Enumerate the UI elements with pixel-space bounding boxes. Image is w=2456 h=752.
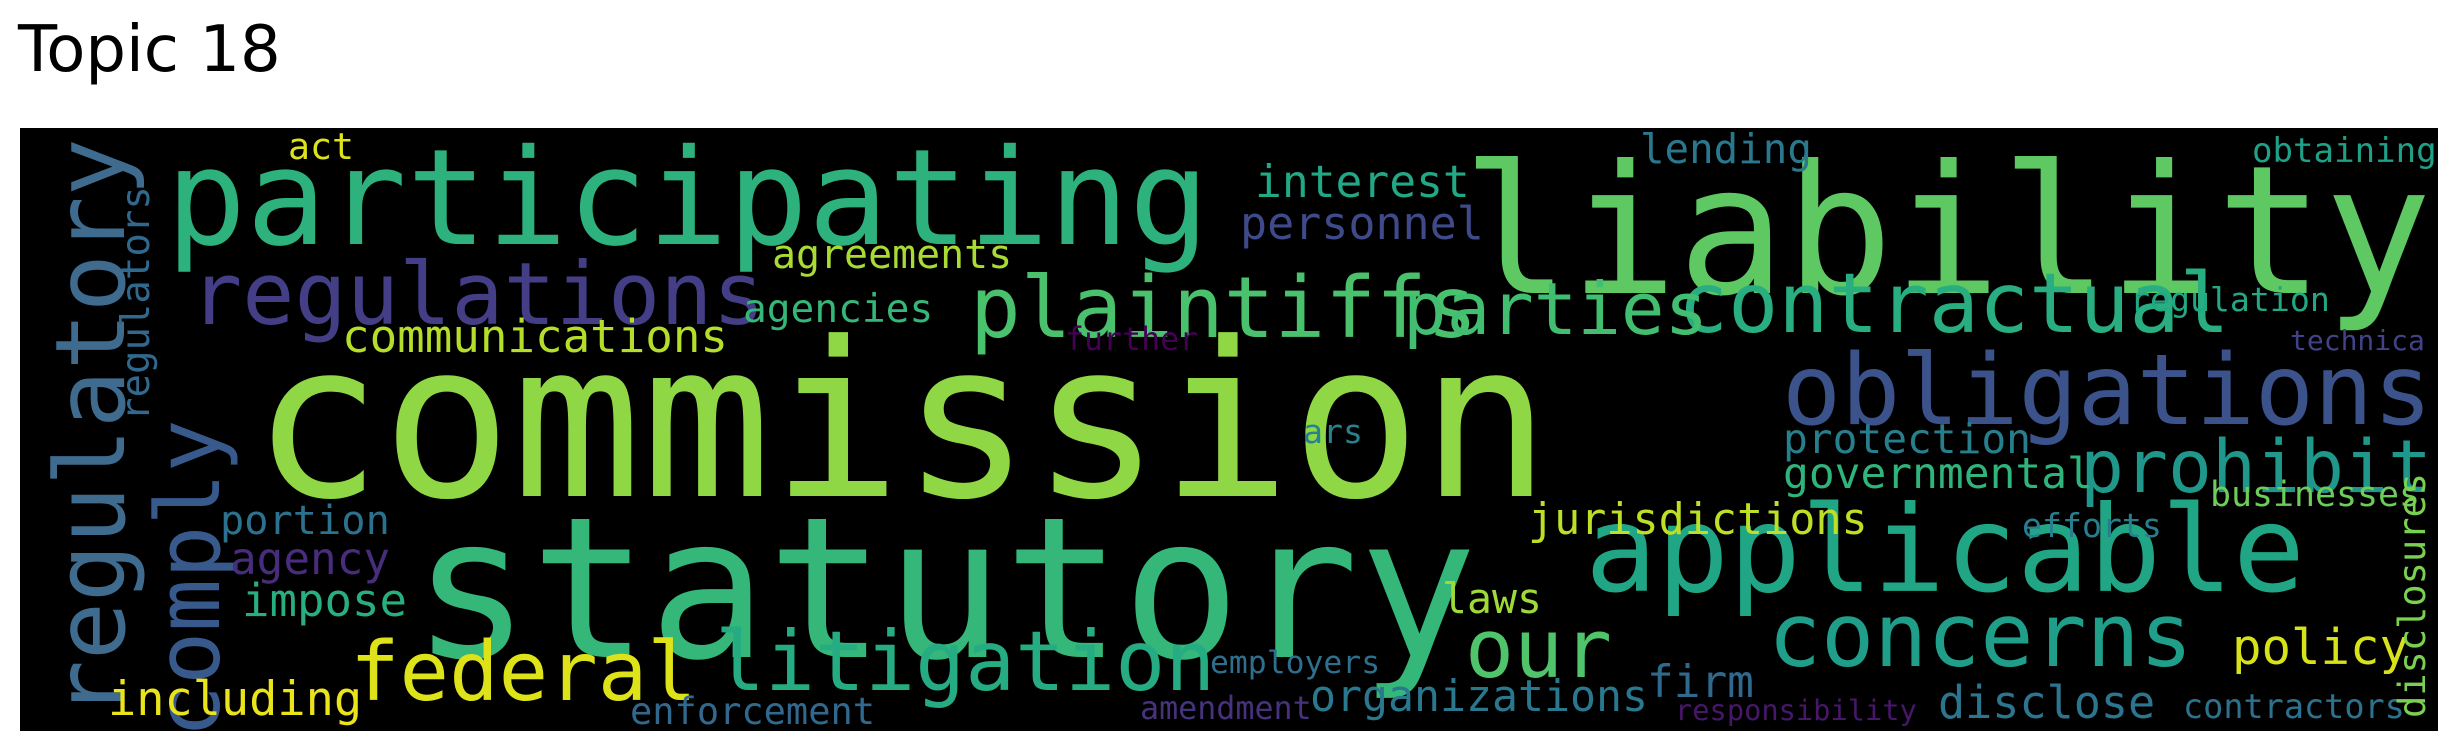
word-communications: communications: [342, 309, 729, 363]
word-regulations: regulations: [190, 244, 765, 345]
word-prohibit: prohibit: [2080, 425, 2433, 510]
word-lending: lending: [1640, 128, 1812, 173]
word-ars: ars: [1303, 412, 1363, 451]
word-protection: protection: [1783, 415, 2031, 463]
word-disclose: disclose: [1938, 676, 2156, 729]
word-impose: impose: [242, 574, 408, 627]
figure-title: Topic 18: [18, 13, 281, 87]
word-governmental: governmental: [1783, 449, 2093, 499]
word-laws: laws: [1442, 574, 1542, 623]
word-agencies: agencies: [743, 286, 934, 332]
word-obligations: obligations: [1782, 334, 2433, 448]
word-our: our: [1465, 602, 1613, 697]
word-portion: portion: [220, 497, 390, 544]
word-jurisdictions: jurisdictions: [1528, 495, 1868, 545]
word-policy: policy: [2232, 619, 2410, 676]
word-regulation: regulation: [2130, 280, 2330, 319]
word-efforts: efforts: [2022, 506, 2162, 545]
word-contractors: contractors: [2183, 687, 2405, 726]
word-businesses: businesses: [2210, 475, 2421, 515]
word-act: act: [288, 128, 354, 168]
word-employers: employers: [1210, 645, 1381, 681]
word-agency: agency: [230, 534, 391, 585]
word-cloud: commission statutory liability participa…: [20, 128, 2438, 731]
word-obtaining: obtaining: [2252, 131, 2437, 171]
word-personnel: personnel: [1240, 197, 1484, 250]
word-enforcement: enforcement: [630, 690, 876, 731]
word-liability: liability: [1462, 128, 2432, 336]
word-amendment: amendment: [1140, 691, 1312, 727]
word-firm: firm: [1647, 657, 1754, 708]
word-agreements: agreements: [772, 232, 1013, 278]
word-including: including: [108, 672, 363, 727]
word-regulators: regulators: [114, 186, 159, 421]
word-federal: federal: [350, 625, 697, 720]
word-disclosures: disclosures: [2391, 472, 2434, 718]
word-contractual: contractual: [1678, 255, 2230, 352]
word-parties: parties: [1403, 268, 1709, 352]
word-participating: participating: [166, 128, 1210, 276]
word-statutory: statutory: [412, 476, 1478, 704]
word-commission: commission: [252, 296, 1551, 547]
word-applicable: applicable: [1585, 481, 2306, 620]
word-further: further: [1065, 322, 1199, 358]
word-concerns: concerns: [1768, 584, 2193, 687]
word-interest: interest: [1255, 156, 1470, 208]
word-plaintiffs: plaintiffs: [970, 259, 1478, 357]
word-technica: technica: [2290, 324, 2425, 357]
word-responsibility: responsibility: [1675, 693, 1917, 727]
word-litigation: litigation: [715, 613, 1216, 710]
word-organizations: organizations: [1310, 672, 1649, 722]
